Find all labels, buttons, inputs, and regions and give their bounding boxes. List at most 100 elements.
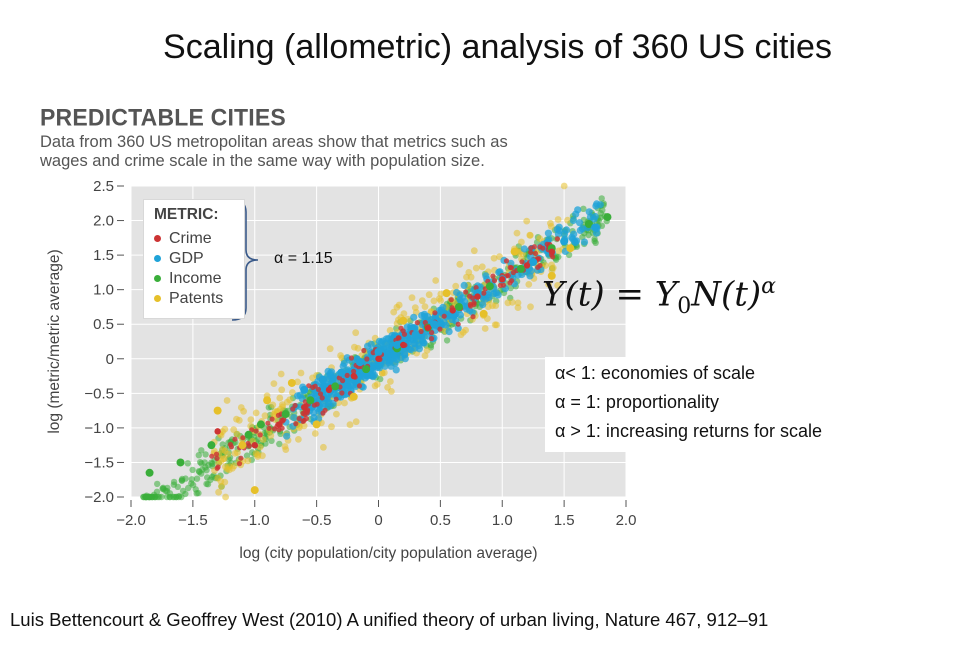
point-income — [331, 382, 340, 391]
cloud-point-crime — [429, 329, 435, 336]
cloud-point-crime — [333, 396, 339, 402]
chart-subtitle-line-1: Data from 360 US metropolitan areas show… — [40, 133, 508, 151]
cloud-point-income — [219, 441, 226, 448]
cloud-point-crime — [209, 453, 215, 459]
cloud-point-gdp — [492, 289, 500, 297]
point-income — [362, 365, 371, 374]
cloud-point-income — [185, 484, 192, 492]
y-tick-label: 1.5 — [93, 247, 114, 264]
cloud-point-income — [598, 195, 605, 202]
cloud-point-income — [198, 447, 205, 454]
chart-subtitle-line-2: wages and crime scale in the same way wi… — [40, 152, 485, 170]
cloud-point-patents — [490, 254, 498, 262]
cloud-point-patents — [373, 381, 381, 388]
x-tick-label: 1.0 — [492, 512, 513, 529]
cloud-point-crime — [532, 250, 539, 257]
cloud-point-patents — [481, 325, 489, 332]
point-income — [207, 441, 216, 450]
cloud-point-crime — [240, 435, 246, 441]
point-crime — [400, 341, 407, 349]
cloud-point-gdp — [479, 301, 487, 309]
cloud-point-patents — [259, 436, 267, 443]
cloud-point-patents — [525, 281, 533, 288]
cloud-point-income — [189, 466, 196, 474]
point-crime — [350, 372, 357, 380]
point-gdp — [300, 385, 309, 394]
cloud-point-crime — [266, 425, 272, 431]
cloud-point-crime — [455, 321, 461, 327]
cloud-point-patents — [393, 320, 401, 327]
cloud-point-crime — [227, 441, 234, 448]
cloud-point-crime — [437, 326, 443, 332]
cloud-point-patents — [523, 217, 531, 225]
cloud-point-crime — [319, 395, 325, 401]
cloud-point-gdp — [407, 323, 415, 331]
legend-dot-patents — [154, 295, 161, 303]
cloud-point-gdp — [415, 341, 423, 350]
cloud-point-income — [580, 205, 587, 212]
point-patents — [287, 378, 296, 387]
cloud-point-patents — [282, 446, 290, 453]
cloud-point-patents — [462, 326, 469, 334]
cloud-point-gdp — [379, 343, 387, 351]
cloud-point-crime — [269, 416, 275, 422]
point-income — [306, 396, 315, 405]
cloud-point-patents — [218, 482, 225, 490]
cloud-point-patents — [240, 407, 248, 415]
point-crime — [424, 324, 432, 331]
cloud-point-crime — [503, 258, 510, 264]
point-gdp — [560, 237, 569, 246]
cloud-point-gdp — [526, 272, 534, 280]
point-gdp — [318, 375, 327, 384]
cloud-point-gdp — [586, 213, 595, 221]
cloud-point-crime — [470, 295, 476, 301]
legend-label-gdp: GDP — [169, 250, 204, 267]
cloud-point-gdp — [382, 335, 391, 343]
cloud-point-income — [276, 440, 283, 448]
cloud-point-gdp — [454, 324, 462, 332]
cloud-point-crime — [463, 289, 469, 295]
cloud-point-gdp — [456, 291, 464, 299]
cloud-point-patents — [493, 321, 500, 329]
cloud-point-patents — [352, 329, 360, 337]
cloud-point-patents — [478, 263, 486, 271]
cloud-point-patents — [354, 344, 362, 352]
cloud-point-crime — [213, 451, 220, 457]
cloud-point-patents — [554, 282, 561, 289]
y-tick-label: 2.5 — [93, 178, 114, 195]
cloud-point-patents — [279, 401, 286, 409]
cloud-point-income — [170, 481, 178, 488]
cloud-point-income — [202, 451, 209, 458]
cloud-point-crime — [364, 356, 370, 362]
point-crime — [301, 403, 308, 411]
x-tick-label: 2.0 — [616, 512, 637, 529]
cloud-point-patents — [536, 235, 544, 242]
cloud-point-gdp — [374, 362, 383, 370]
cloud-point-gdp — [358, 373, 366, 381]
cloud-point-patents — [547, 219, 554, 227]
cloud-point-patents — [295, 436, 302, 443]
point-gdp — [591, 223, 600, 232]
cloud-point-patents — [311, 430, 319, 437]
cloud-point-crime — [314, 401, 320, 407]
point-crime — [325, 386, 333, 394]
cloud-point-gdp — [544, 229, 553, 237]
legend-dot-crime — [154, 235, 161, 243]
cloud-point-crime — [418, 328, 424, 335]
cloud-point-income — [146, 493, 153, 501]
point-gdp — [529, 258, 538, 267]
point-patents — [399, 316, 408, 325]
cloud-point-patents — [390, 308, 398, 316]
cloud-point-patents — [437, 290, 445, 298]
cloud-point-crime — [473, 285, 479, 291]
cloud-point-crime — [322, 407, 328, 413]
legend-entry-gdp: GDP — [154, 250, 204, 268]
cloud-point-patents — [215, 488, 223, 496]
formula-superscript: α — [761, 274, 776, 299]
cloud-point-income — [193, 490, 200, 497]
y-tick-label: −0.5 — [84, 385, 114, 402]
cloud-point-patents — [219, 455, 227, 463]
cloud-point-patents — [259, 452, 266, 460]
cloud-point-crime — [537, 244, 543, 250]
